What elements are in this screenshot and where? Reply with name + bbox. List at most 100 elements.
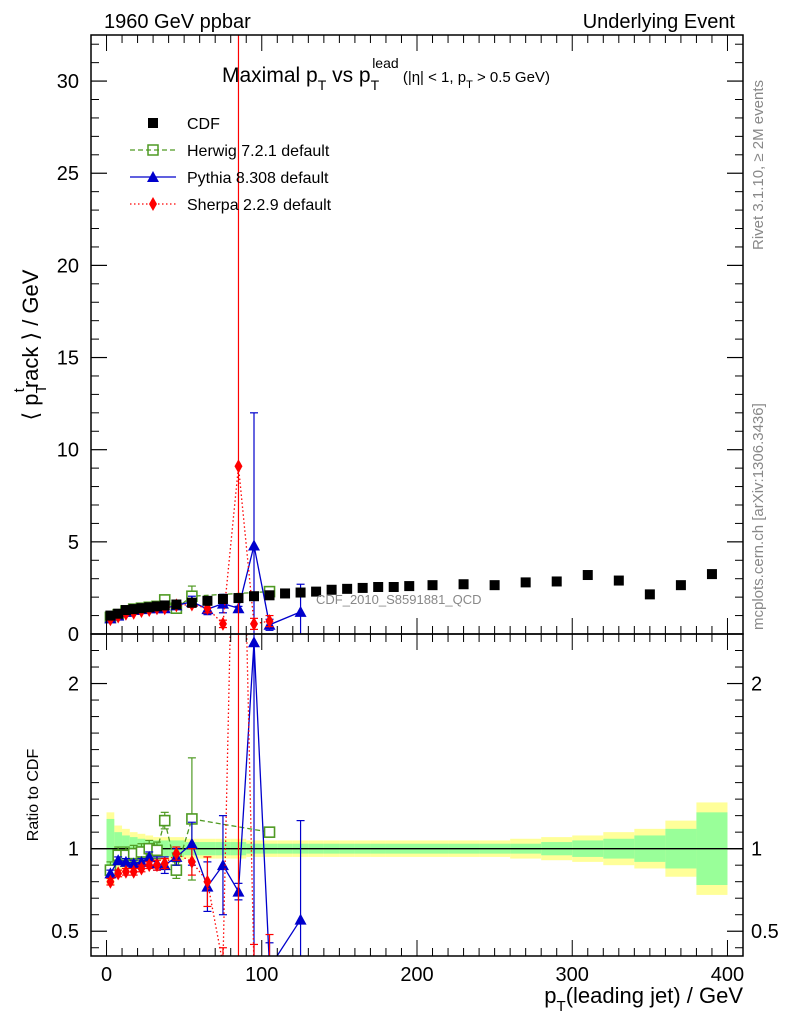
sherpa-point: [137, 861, 146, 876]
ratio-xtick-label: 200: [400, 964, 433, 986]
ratio-ytick-label-right: 0.5: [751, 921, 779, 943]
main-title: Maximal pT vs pTlead (|η| < 1, pT > 0.5 …: [222, 55, 550, 93]
cdf-point: [326, 584, 337, 595]
cdf-point: [202, 595, 213, 606]
pythia-point: [119, 855, 132, 867]
title-sup-2: lead: [372, 55, 398, 71]
legend-label-cdf: CDF: [187, 116, 220, 133]
ratio-xtick-label: 100: [245, 964, 278, 986]
sherpa-point: [145, 858, 154, 873]
cdf-point: [404, 581, 415, 592]
cdf-point: [706, 569, 717, 580]
rivet-version-label: Rivet 3.1.10, ≥ 2M events: [750, 80, 767, 250]
cdf-point: [388, 582, 399, 593]
cdf-point: [144, 602, 155, 613]
legend-entry-sherpa: Sherpa 2.2.9 default: [130, 197, 332, 214]
ratio-panel: 0.5 0.5 1 1 2 2 0 100 200 300 400 Ratio to CDF pT(…: [25, 633, 779, 1015]
pythia-point: [112, 854, 125, 866]
cdf-point: [295, 587, 306, 598]
cdf-point: [136, 603, 147, 614]
ratio-ylabel: Ratio to CDF: [25, 749, 42, 842]
pythia-point: [143, 850, 156, 862]
main-ytick-label: 10: [57, 440, 79, 462]
analysis-watermark: CDF_2010_S8591881_QCD: [316, 592, 482, 607]
cdf-point: [489, 580, 500, 591]
ylabel-part-a: ⟨ p: [18, 394, 43, 421]
legend-entry-pythia: Pythia 8.308 default: [130, 170, 329, 187]
main-ytick-label: 25: [57, 163, 79, 185]
pythia-point: [248, 539, 260, 551]
sherpa-point: [121, 864, 130, 879]
xlabel-part-b: (leading jet) / GeV: [566, 983, 744, 1008]
ratio-ytick-label-left: 0.5: [51, 921, 79, 943]
legend-label-sherpa: Sherpa 2.2.9 default: [187, 197, 332, 214]
legend-marker-pythia: [147, 171, 159, 182]
xlabel-part-a: p: [544, 983, 556, 1008]
legend-label-pythia: Pythia 8.308 default: [187, 170, 329, 187]
ratio-panel-content: [91, 634, 743, 956]
ratio-ytick-label-right: 2: [751, 674, 762, 696]
cdf-point: [151, 601, 162, 612]
cdf-point: [264, 590, 275, 601]
cdf-point: [582, 570, 593, 581]
cdf-point: [427, 580, 438, 591]
legend: CDF Herwig 7.2.1 default Pythia 8.308 de…: [130, 116, 332, 214]
cdf-point: [113, 608, 124, 619]
main-panel-axes: 0 5 10 15 20 25 30: [57, 35, 744, 646]
main-ytick-label: 20: [57, 255, 79, 277]
cdf-point: [233, 593, 244, 604]
title-part-1: Maximal p: [222, 64, 318, 87]
pythia-point: [294, 913, 307, 925]
legend-label-herwig: Herwig 7.2.1 default: [187, 143, 330, 160]
ratio-ytick-label-right: 1: [751, 839, 762, 861]
xlabel-sub: T: [557, 998, 566, 1015]
title-sub-2: T: [371, 77, 380, 93]
main-ytick-label: 5: [68, 532, 79, 554]
cdf-point: [120, 605, 131, 616]
cdf-point: [675, 580, 686, 591]
title-sub-1: T: [318, 77, 327, 93]
cdf-point: [217, 593, 228, 604]
cdf-point: [280, 588, 291, 599]
sherpa-point: [106, 874, 115, 889]
sherpa-point: [250, 616, 258, 631]
main-ytick-label: 30: [57, 71, 79, 93]
ratio-ytick-label-left: 1: [68, 839, 79, 861]
sherpa-point: [234, 459, 243, 474]
title-part-3: (|η| < 1, p: [399, 69, 466, 86]
pythia-point: [135, 855, 148, 867]
pythia-point: [185, 837, 198, 849]
herwig-point: [158, 814, 171, 827]
ratio-xtick-label: 0: [101, 964, 112, 986]
sherpa-point: [114, 866, 123, 881]
ratio-xtick-label: 400: [711, 964, 744, 986]
cdf-point: [311, 586, 322, 597]
title-sub-3: T: [466, 79, 473, 91]
sherpa-point: [152, 858, 161, 873]
sherpa-point: [265, 614, 274, 629]
legend-marker-herwig: [147, 144, 159, 156]
sherpa-point: [172, 846, 181, 861]
cdf-point: [105, 610, 116, 621]
cdf-point: [551, 576, 562, 587]
cdf-point: [458, 579, 469, 590]
ratio-ytick-label-left: 2: [68, 674, 79, 696]
sherpa-point: [187, 854, 196, 869]
herwig-point: [263, 826, 276, 838]
pythia-point: [104, 867, 117, 879]
herwig-point: [170, 864, 183, 876]
header-left-label: 1960 GeV ppbar: [104, 11, 251, 33]
title-part-4: > 0.5 GeV): [473, 69, 550, 86]
ylabel-sub: T: [33, 384, 50, 393]
cdf-point: [342, 583, 353, 594]
legend-entry-cdf: CDF: [148, 116, 220, 133]
cdf-point: [613, 575, 624, 586]
mcplots-source-label: mcplots.cern.ch [arXiv:1306.3436]: [750, 403, 767, 630]
cdf-point: [171, 599, 182, 610]
cdf-point: [128, 604, 139, 615]
main-ytick-label: 15: [57, 348, 79, 370]
ratio-panel-axes: 0.5 0.5 1 1 2 2 0 100 200 300 400: [51, 634, 779, 986]
cdf-point: [520, 577, 531, 588]
pythia-series-line: [109, 642, 302, 956]
